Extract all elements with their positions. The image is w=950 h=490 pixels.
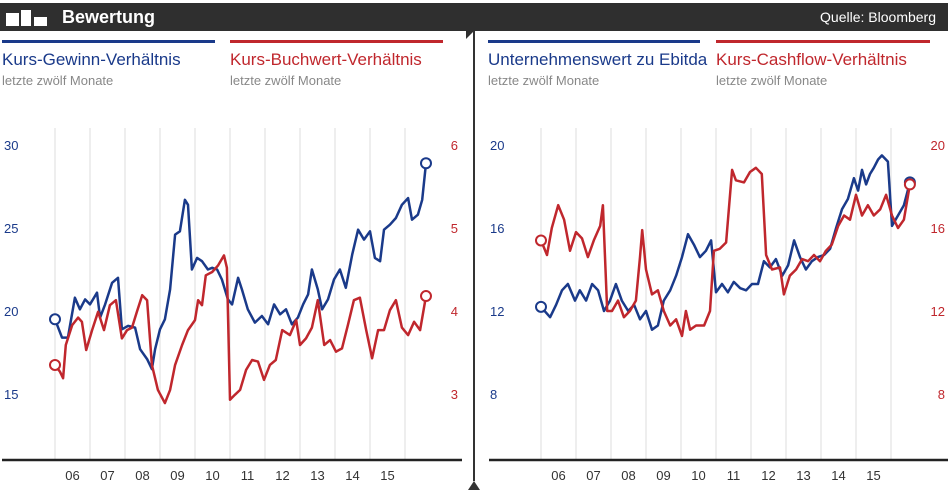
right-axis-tick-label: 8	[938, 387, 945, 402]
endpoint-marker	[420, 157, 432, 170]
series-title: Unternehmenswert zu Ebitda	[488, 50, 708, 69]
x-tick-label: 10	[691, 468, 705, 483]
right-axis-tick-label: 6	[451, 138, 458, 153]
x-tick-label: 06	[65, 468, 79, 483]
right-axis-tick-label: 20	[931, 138, 945, 153]
x-tick-label: 11	[727, 468, 741, 483]
x-tick-label: 11	[241, 468, 255, 483]
endpoint-marker	[49, 313, 61, 326]
series-line	[53, 163, 428, 371]
series-title: Kurs-Buchwert-Verhältnis	[230, 50, 422, 69]
divider-arrow-icon	[468, 481, 480, 490]
x-tick-label: 15	[380, 468, 394, 483]
x-tick-label: 12	[761, 468, 775, 483]
x-tick-label: 14	[831, 468, 845, 483]
x-tick-label: 09	[656, 468, 670, 483]
series-title: Kurs-Gewinn-Verhältnis	[2, 50, 181, 69]
endpoint-marker	[420, 290, 432, 303]
x-tick-label: 09	[170, 468, 184, 483]
right-axis-tick-label: 3	[451, 387, 458, 402]
x-tick-label: 13	[796, 468, 810, 483]
legend-bar-kgv	[2, 40, 215, 43]
x-tick-label: 06	[551, 468, 565, 483]
left-axis-tick-label: 20	[490, 138, 504, 153]
left-axis-tick-label: 12	[490, 304, 504, 319]
left-axis-tick-label: 16	[490, 221, 504, 236]
panel-divider	[473, 31, 475, 481]
x-tick-label: 13	[310, 468, 324, 483]
right-axis-tick-label: 4	[451, 304, 458, 319]
right-axis-tick-label: 5	[451, 221, 458, 236]
right-axis-tick-label: 12	[931, 304, 945, 319]
x-tick-label: 10	[205, 468, 219, 483]
legend-bar-kcv	[716, 40, 930, 43]
legend-bar-kbv	[230, 40, 443, 43]
legend-bar-ev	[488, 40, 700, 43]
series-subtitle: letzte zwölf Monate	[2, 73, 114, 88]
x-tick-label: 15	[866, 468, 880, 483]
left-axis-tick-label: 30	[4, 138, 18, 153]
left-axis-tick-label: 8	[490, 387, 497, 402]
header-bar: Bewertung Quelle: Bloomberg	[0, 3, 948, 31]
endpoint-marker	[903, 178, 916, 191]
endpoint-marker	[535, 300, 547, 313]
x-tick-label: 08	[621, 468, 635, 483]
header-title: Bewertung	[62, 7, 156, 27]
left-axis-tick-label: 25	[4, 221, 18, 236]
x-tick-label: 08	[135, 468, 149, 483]
series-line	[539, 166, 912, 338]
series-title: Kurs-Cashflow-Verhältnis	[716, 50, 907, 69]
series-line	[53, 254, 428, 405]
endpoint-marker	[49, 358, 61, 371]
x-tick-label: 07	[100, 468, 114, 483]
series-subtitle: letzte zwölf Monate	[488, 73, 600, 88]
x-tick-label: 07	[586, 468, 600, 483]
x-tick-label: 14	[345, 468, 359, 483]
x-tick-label: 12	[275, 468, 289, 483]
endpoint-marker	[535, 234, 547, 247]
right-axis-tick-label: 16	[931, 221, 945, 236]
source-label: Quelle: Bloomberg	[820, 9, 936, 25]
left-axis-tick-label: 20	[4, 304, 18, 319]
series-subtitle: letzte zwölf Monate	[716, 73, 828, 88]
series-subtitle: letzte zwölf Monate	[230, 73, 342, 88]
header-notch	[466, 31, 474, 39]
left-axis-tick-label: 15	[4, 387, 18, 402]
